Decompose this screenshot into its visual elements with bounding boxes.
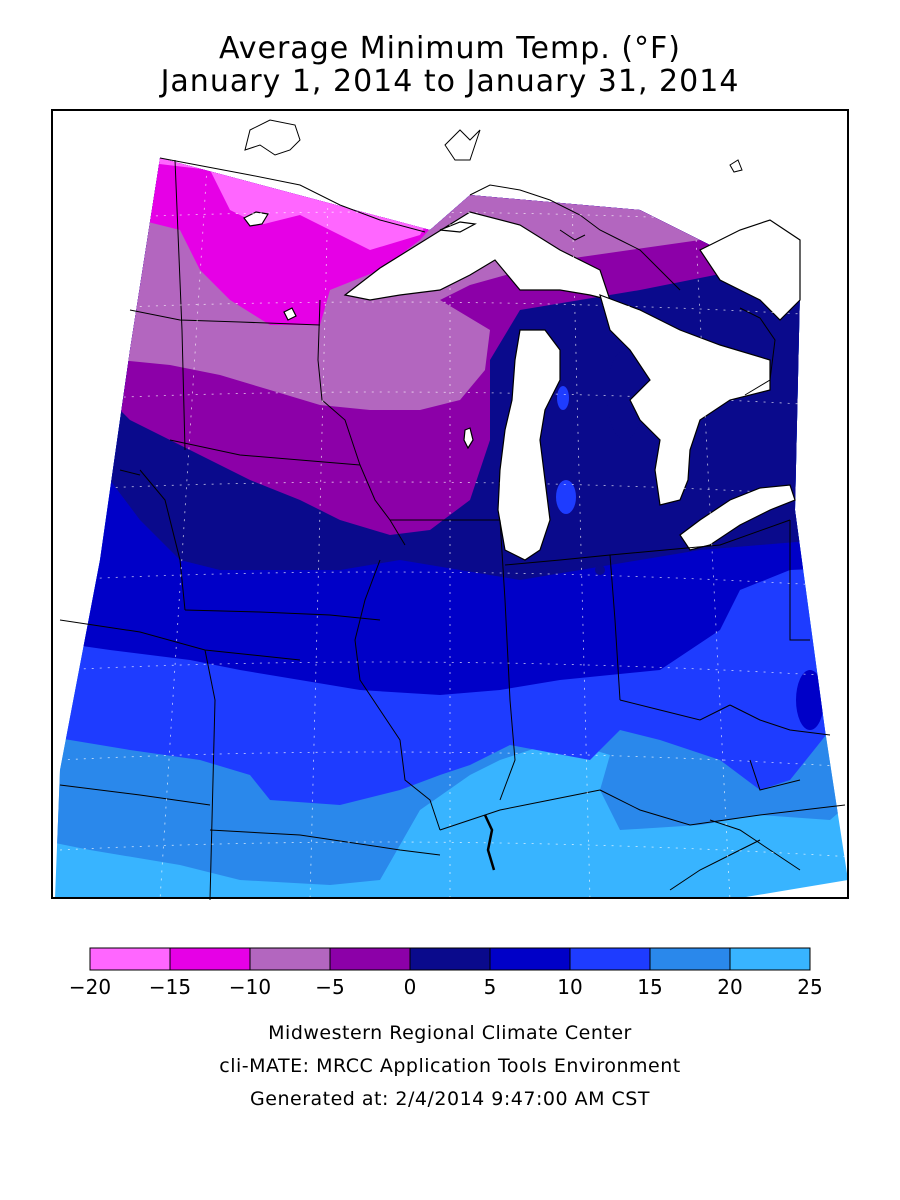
legend-tick-label: 0 xyxy=(403,975,417,999)
footer-app: cli-MATE: MRCC Application Tools Environ… xyxy=(219,1055,681,1077)
warm-pocket-north xyxy=(557,386,569,410)
legend-swatch xyxy=(409,947,491,971)
great-lakes xyxy=(243,211,801,561)
footer-generated: Generated at: 2/4/2014 9:47:00 AM CST xyxy=(250,1088,650,1110)
legend-colorbar xyxy=(89,947,811,971)
legend-tick-label: −15 xyxy=(148,975,192,999)
graticule xyxy=(59,158,848,898)
lake-ontario-region xyxy=(699,219,801,321)
legend-tick-label: 25 xyxy=(797,975,823,999)
legend-swatch xyxy=(489,947,571,971)
warm-pocket-michigan xyxy=(556,480,576,514)
cold-dot xyxy=(595,565,605,575)
legend-tick-label: 5 xyxy=(483,975,497,999)
cold-pocket-upper-michigan xyxy=(607,350,643,440)
legend-tick-label: 10 xyxy=(557,975,583,999)
legend-swatch xyxy=(89,947,171,971)
lake-winnebago xyxy=(463,427,474,450)
map-title-line2: January 1, 2014 to January 31, 2014 xyxy=(160,64,740,99)
lake-superior xyxy=(343,211,611,301)
lake-of-the-woods xyxy=(243,211,269,227)
coastlines xyxy=(159,119,776,396)
legend-swatch xyxy=(569,947,651,971)
map-frame xyxy=(51,109,849,899)
lake-huron-georgian-bay xyxy=(599,294,771,506)
legend-tick-label: 15 xyxy=(637,975,663,999)
legend-tick-label: −20 xyxy=(68,975,112,999)
legend-swatch xyxy=(729,947,811,971)
legend-tick-label: −10 xyxy=(228,975,272,999)
lake-michigan xyxy=(497,329,561,561)
legend-swatch xyxy=(249,947,331,971)
legend-tick-label: 20 xyxy=(717,975,743,999)
river-features xyxy=(483,814,496,871)
legend-swatch xyxy=(649,947,731,971)
legend-swatch xyxy=(329,947,411,971)
map-title-line1: Average Minimum Temp. (°F) xyxy=(219,31,681,66)
isle-royale xyxy=(439,221,477,233)
state-boundaries xyxy=(59,159,846,901)
legend-swatch xyxy=(169,947,251,971)
cold-pocket-east xyxy=(796,670,824,730)
red-lake xyxy=(283,307,297,321)
footer-org: Midwestern Regional Climate Center xyxy=(268,1022,632,1044)
legend-tick-label: −5 xyxy=(315,975,345,999)
